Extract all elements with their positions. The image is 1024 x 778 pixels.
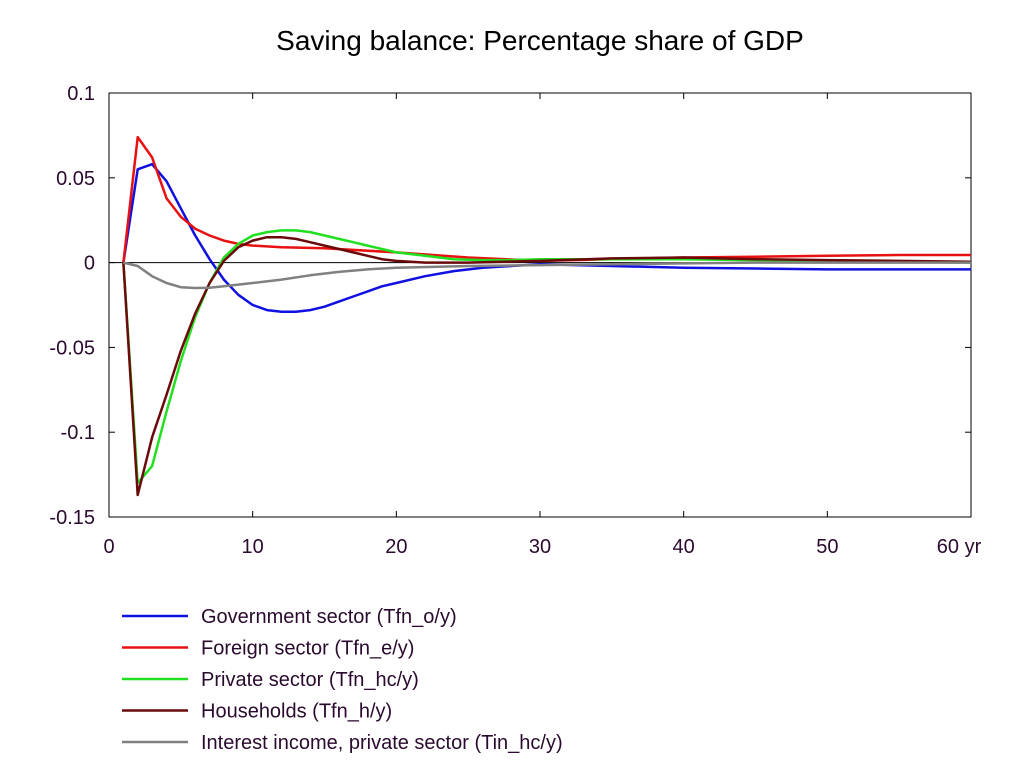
legend-label-1: Government sector (Tfn_o/y) — [201, 606, 457, 628]
x-tick-label: 50 — [816, 536, 838, 558]
plot-frame — [108, 92, 972, 518]
plot-area: 0.1 0.05 0 -0.05 -0.1 -0.15 0 10 20 30 40 50 60 yr — [49, 83, 981, 558]
x-tick-label: 10 — [242, 536, 264, 558]
legend: Government sector (Tfn_o/y) Foreign secto… — [122, 606, 563, 754]
x-tick-label: 20 — [385, 536, 407, 558]
series-line-2 — [122, 135, 971, 263]
y-tick-label: -0.05 — [49, 337, 95, 359]
series-line-1 — [122, 162, 971, 314]
y-tick-label: -0.15 — [49, 507, 95, 529]
x-tick-label: 60 yr — [937, 536, 982, 558]
x-tick-label: 40 — [673, 536, 695, 558]
chart-title: Saving balance: Percentage share of GDP — [276, 25, 804, 56]
y-tick-label: 0 — [84, 253, 95, 275]
legend-label-3: Private sector (Tfn_hc/y) — [201, 669, 419, 691]
x-tick-label: 0 — [103, 536, 114, 558]
y-tick-label: 0.1 — [67, 83, 95, 105]
x-tick-label: 30 — [529, 536, 551, 558]
legend-label-2: Foreign sector (Tfn_e/y) — [201, 638, 414, 660]
y-tick-label: -0.1 — [61, 422, 95, 444]
legend-label-5: Interest income, private sector (Tin_hc/… — [201, 732, 563, 754]
series-line-4 — [122, 235, 972, 497]
legend-label-4: Households (Tfn_h/y) — [201, 701, 392, 723]
series-line-5 — [123, 261, 971, 290]
y-tick-label: 0.05 — [56, 168, 95, 190]
